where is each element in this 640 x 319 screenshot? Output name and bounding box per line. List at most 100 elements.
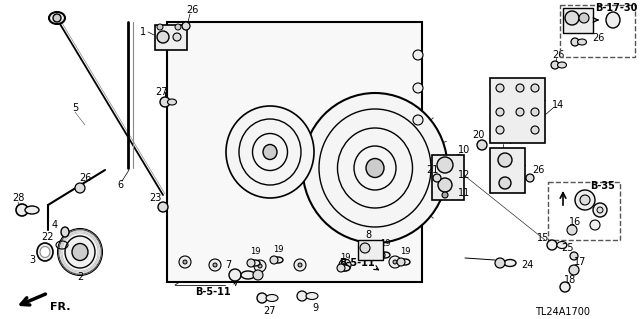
Circle shape xyxy=(498,153,512,167)
Circle shape xyxy=(294,259,306,271)
Ellipse shape xyxy=(319,109,431,227)
Text: 15: 15 xyxy=(537,233,549,243)
Text: 25: 25 xyxy=(562,243,574,253)
Circle shape xyxy=(173,33,181,41)
Circle shape xyxy=(477,140,487,150)
Circle shape xyxy=(433,174,441,182)
Bar xyxy=(490,148,525,193)
Circle shape xyxy=(389,256,401,268)
Circle shape xyxy=(499,177,511,189)
Circle shape xyxy=(516,84,524,92)
Ellipse shape xyxy=(303,93,447,243)
Circle shape xyxy=(229,269,241,281)
Circle shape xyxy=(337,264,345,272)
Circle shape xyxy=(496,126,504,134)
Circle shape xyxy=(339,259,351,271)
Text: 26: 26 xyxy=(552,50,564,60)
Circle shape xyxy=(570,252,578,260)
Ellipse shape xyxy=(25,206,39,214)
Circle shape xyxy=(253,270,263,280)
Ellipse shape xyxy=(400,259,410,265)
Circle shape xyxy=(75,183,85,193)
Ellipse shape xyxy=(557,241,567,249)
Text: 19: 19 xyxy=(250,248,260,256)
Ellipse shape xyxy=(37,243,53,261)
Bar xyxy=(358,240,383,260)
Circle shape xyxy=(551,61,559,69)
Circle shape xyxy=(209,259,221,271)
Circle shape xyxy=(438,178,452,192)
Text: 19: 19 xyxy=(340,253,350,262)
Circle shape xyxy=(247,259,255,267)
Circle shape xyxy=(413,83,423,93)
Circle shape xyxy=(360,243,370,253)
Ellipse shape xyxy=(266,294,278,301)
Circle shape xyxy=(495,258,505,268)
Text: 2: 2 xyxy=(77,272,83,282)
Text: 17: 17 xyxy=(574,257,586,267)
Text: 19: 19 xyxy=(380,240,390,249)
Ellipse shape xyxy=(65,236,95,268)
Ellipse shape xyxy=(504,259,516,266)
Ellipse shape xyxy=(306,293,318,300)
Circle shape xyxy=(157,31,169,43)
Circle shape xyxy=(437,157,453,173)
Ellipse shape xyxy=(239,119,301,185)
Text: 8: 8 xyxy=(365,230,371,240)
Ellipse shape xyxy=(380,252,390,258)
Circle shape xyxy=(393,260,397,264)
Text: 11: 11 xyxy=(458,188,470,198)
Circle shape xyxy=(297,291,307,301)
Text: 5: 5 xyxy=(72,103,78,113)
Text: 21: 21 xyxy=(426,165,438,175)
Text: 24: 24 xyxy=(521,260,533,270)
Ellipse shape xyxy=(577,39,586,45)
Circle shape xyxy=(413,115,423,125)
Circle shape xyxy=(413,50,423,60)
Circle shape xyxy=(377,251,385,259)
Ellipse shape xyxy=(72,243,88,261)
Circle shape xyxy=(571,38,579,46)
Ellipse shape xyxy=(40,247,50,257)
Bar xyxy=(548,182,620,240)
Text: 28: 28 xyxy=(12,193,24,203)
Text: 14: 14 xyxy=(552,100,564,110)
Text: 13: 13 xyxy=(499,135,511,145)
Circle shape xyxy=(590,220,600,230)
Text: 6: 6 xyxy=(117,180,123,190)
Ellipse shape xyxy=(61,227,69,237)
Circle shape xyxy=(182,22,190,30)
Text: 26: 26 xyxy=(79,173,91,183)
Circle shape xyxy=(593,203,607,217)
Circle shape xyxy=(257,293,267,303)
Circle shape xyxy=(179,256,191,268)
Text: 26: 26 xyxy=(532,165,544,175)
Text: B-5-11: B-5-11 xyxy=(195,287,231,297)
Circle shape xyxy=(531,84,539,92)
Ellipse shape xyxy=(241,271,255,279)
Text: B-17-30: B-17-30 xyxy=(595,3,637,13)
Text: B-35: B-35 xyxy=(590,181,615,191)
Text: 19: 19 xyxy=(400,247,410,256)
Circle shape xyxy=(569,265,579,275)
Circle shape xyxy=(531,108,539,116)
Ellipse shape xyxy=(606,12,620,28)
Ellipse shape xyxy=(340,265,350,271)
Bar xyxy=(560,5,635,57)
Text: 12: 12 xyxy=(458,170,470,180)
Circle shape xyxy=(496,84,504,92)
Circle shape xyxy=(397,258,405,266)
Text: 4: 4 xyxy=(52,220,58,230)
Bar xyxy=(155,25,187,50)
Ellipse shape xyxy=(337,128,413,208)
Ellipse shape xyxy=(49,12,65,24)
Text: 26: 26 xyxy=(186,5,198,15)
Circle shape xyxy=(597,207,603,213)
Text: 23: 23 xyxy=(149,193,161,203)
Text: 19: 19 xyxy=(273,244,284,254)
Text: 9: 9 xyxy=(312,303,318,313)
Circle shape xyxy=(580,195,590,205)
Text: TL24A1700: TL24A1700 xyxy=(535,307,590,317)
Text: 16: 16 xyxy=(569,217,581,227)
Bar xyxy=(563,8,593,33)
